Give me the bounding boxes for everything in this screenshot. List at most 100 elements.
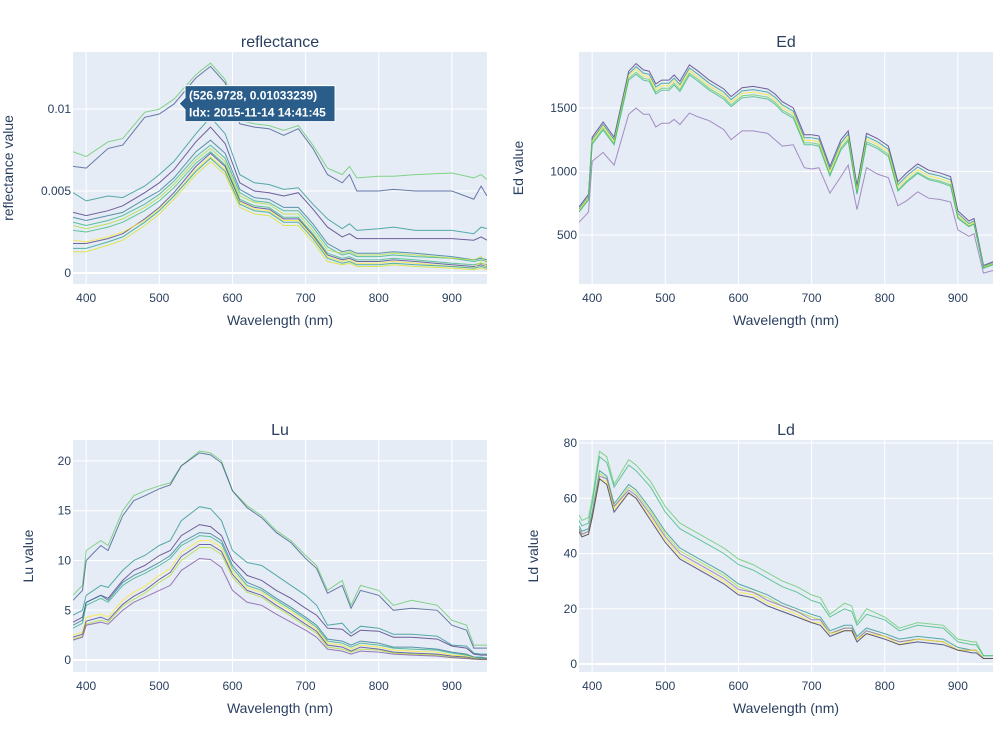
series-line-l10[interactable] [73, 557, 487, 661]
x-tick-labels: 400 500 600 700 800 900 [582, 291, 968, 305]
y-tick-label: 15 [58, 504, 72, 518]
series-line-d2[interactable] [579, 455, 993, 657]
y-tick-labels: 0 0.005 0.01 [41, 102, 71, 280]
x-tick-label: 900 [948, 679, 968, 693]
x-axis-label: Wavelength (nm) [227, 312, 333, 328]
series-line-l4[interactable] [73, 524, 487, 656]
x-tick-label: 500 [655, 291, 675, 305]
series-line-s2[interactable] [73, 65, 487, 200]
x-tick-label: 400 [582, 291, 602, 305]
x-tick-label: 500 [149, 291, 169, 305]
x-tick-labels: 400 500 600 700 800 900 [582, 679, 968, 693]
series-line-s11[interactable] [73, 157, 487, 269]
x-axis-label: Wavelength (nm) [733, 312, 839, 328]
plot-area-lu[interactable] [73, 440, 487, 672]
x-tick-labels: 400 500 600 700 800 900 [76, 679, 462, 693]
y-tick-label: 20 [58, 454, 72, 468]
x-tick-label: 800 [369, 679, 389, 693]
x-tick-label: 700 [802, 679, 822, 693]
y-tick-label: 40 [564, 547, 578, 561]
series-line-s8[interactable] [73, 151, 487, 266]
x-tick-labels: 400 500 600 700 800 900 [76, 291, 462, 305]
x-tick-label: 400 [582, 679, 602, 693]
series-line-d6[interactable] [579, 478, 993, 659]
series-line-s5[interactable] [73, 139, 487, 261]
subplot-ed: 400 500 600 700 800 900 500 1000 1500 Ed Wavele… [510, 34, 993, 328]
series-line-s9[interactable] [73, 152, 487, 268]
y-tick-label: 500 [557, 228, 577, 242]
x-tick-label: 900 [948, 291, 968, 305]
y-axis-label: Ed value [510, 141, 526, 196]
y-axis-label: Ld value [525, 529, 541, 582]
tooltip-line-2: Idx: 2015-11-14 14:41:45 [189, 106, 326, 120]
gridlines [73, 440, 487, 672]
y-tick-label: 1500 [550, 101, 577, 115]
series-line-d7[interactable] [579, 478, 993, 659]
series-line-e5[interactable] [579, 73, 993, 269]
subplot-title: Ed [776, 34, 796, 51]
series-line-e2[interactable] [579, 66, 993, 268]
series-line-d1[interactable] [579, 450, 993, 657]
series-line-l1[interactable] [73, 450, 487, 646]
x-tick-label: 600 [728, 679, 748, 693]
y-tick-labels: 0 5 10 15 20 [58, 454, 72, 667]
y-tick-label: 0 [64, 266, 71, 280]
y-tick-label: 5 [64, 603, 71, 617]
x-tick-label: 700 [296, 679, 316, 693]
x-tick-label: 800 [875, 679, 895, 693]
series-line-s12[interactable] [73, 160, 487, 271]
series-line-s7[interactable] [73, 147, 487, 264]
series-line-s4[interactable] [73, 126, 487, 241]
y-tick-label: 0 [570, 657, 577, 671]
series-line-l9[interactable] [73, 547, 487, 661]
x-axis-label: Wavelength (nm) [733, 700, 839, 716]
subplot-title: reflectance [241, 34, 319, 51]
y-tick-label: 0 [64, 653, 71, 667]
x-tick-label: 800 [875, 291, 895, 305]
subplot-title: Ld [777, 422, 795, 439]
plot-area-ed[interactable] [579, 52, 993, 284]
y-tick-label: 0.01 [48, 102, 72, 116]
x-tick-label: 600 [728, 291, 748, 305]
series-lines [579, 450, 993, 659]
x-axis-label: Wavelength (nm) [227, 700, 333, 716]
x-tick-label: 400 [76, 679, 96, 693]
series-line-s10[interactable] [73, 155, 487, 269]
x-tick-label: 700 [802, 291, 822, 305]
plot-area-ld[interactable] [579, 440, 993, 672]
subplot-lu: 400 500 600 700 800 900 0 5 10 15 20 Lu Wavelengt… [20, 422, 487, 716]
y-tick-label: 20 [564, 602, 578, 616]
y-tick-label: 0.005 [41, 184, 71, 198]
series-line-l6[interactable] [73, 535, 487, 659]
x-tick-label: 900 [442, 679, 462, 693]
series-line-s3[interactable] [73, 116, 487, 235]
series-line-s6[interactable] [73, 144, 487, 263]
y-axis-label: reflectance value [0, 115, 16, 221]
y-tick-labels: 0 20 40 60 80 [564, 436, 578, 671]
subplot-ld: 400 500 600 700 800 900 0 20 40 60 80 Ld Waveleng… [525, 422, 993, 716]
series-line-l7[interactable] [73, 540, 487, 660]
x-tick-label: 500 [655, 679, 675, 693]
series-line-l8[interactable] [73, 544, 487, 660]
series-line-d3[interactable] [579, 469, 993, 659]
series-line-l3[interactable] [73, 506, 487, 655]
y-axis-label: Lu value [20, 529, 36, 582]
series-line-e1[interactable] [579, 62, 993, 267]
x-tick-label: 800 [369, 291, 389, 305]
hover-tooltip: (526.9728, 0.01033239) Idx: 2015-11-14 1… [178, 85, 336, 123]
series-line-l2[interactable] [73, 452, 487, 649]
tooltip-line-1: (526.9728, 0.01033239) [189, 89, 317, 103]
series-line-s1[interactable] [73, 62, 487, 180]
series-line-e6[interactable] [579, 107, 993, 274]
series-lines [73, 62, 487, 271]
series-line-e4[interactable] [579, 71, 993, 269]
x-tick-label: 500 [149, 679, 169, 693]
series-lines [579, 62, 993, 274]
y-tick-label: 10 [58, 553, 72, 567]
series-line-l5[interactable] [73, 532, 487, 659]
subplot-reflectance: 400 500 600 700 800 900 0 0.005 0.01 reflectanc… [0, 34, 487, 328]
x-tick-label: 600 [222, 291, 242, 305]
series-line-e3[interactable] [579, 68, 993, 269]
x-tick-label: 400 [76, 291, 96, 305]
